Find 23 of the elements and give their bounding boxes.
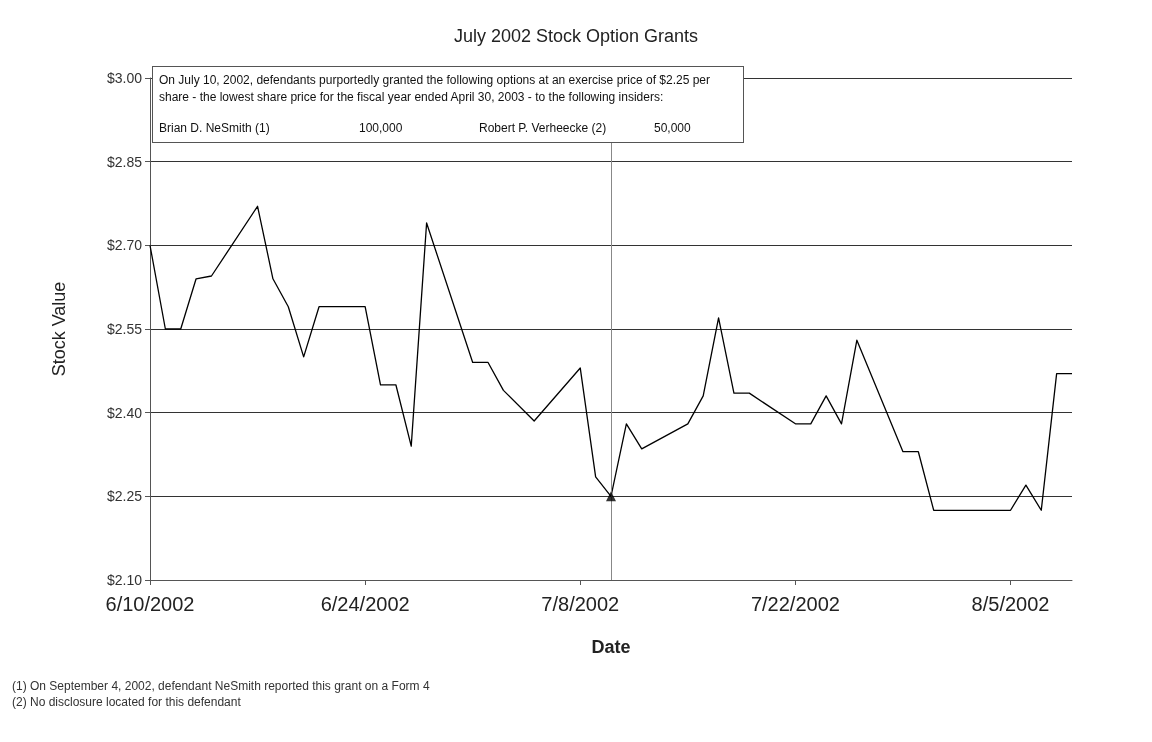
x-tick-label: 7/22/2002: [750, 593, 840, 615]
text: (2) No disclosure located for this defendant: [12, 695, 242, 709]
text: (1) On September 4, 2002, defendant NeSmith reported this grant on a Form 4: [12, 679, 430, 693]
x-tick-label: 8/5/2002: [971, 593, 1050, 615]
x-tick-label: 7/8/2002: [541, 593, 620, 615]
y-tick-label: $3.00: [106, 70, 143, 86]
line-series: [149, 205, 1073, 511]
y-tick-label: $2.10: [106, 572, 143, 588]
annotation: 50,000: [654, 120, 691, 137]
y-axis-title: Stock Value: [49, 281, 69, 377]
y-tick-label: $2.85: [106, 153, 143, 170]
annotation: Brian D. NeSmith (1): [159, 120, 271, 137]
annotation: On July 10, 2002, defendants purportedly granted the following options at an exercise price of $2.25 per share - the lowest share price for the fiscal year ended April 30, 2003 - to the following insiders:: [159, 72, 712, 106]
y-tick-label: $2.25: [106, 488, 143, 505]
y-tick-label: $2.70: [106, 237, 143, 254]
y-tick-label: $2.40: [106, 404, 143, 421]
chart-title: July 2002 Stock Option Grants: [453, 26, 699, 46]
x-tick-label: 6/10/2002: [105, 593, 195, 615]
x-axis-title: Date: [591, 637, 631, 657]
annotation: Robert P. Verheecke (2): [479, 120, 608, 137]
annotation: 100,000: [359, 120, 404, 137]
y-tick-label: $2.55: [106, 321, 143, 337]
x-tick-label: 6/24/2002: [320, 593, 410, 615]
